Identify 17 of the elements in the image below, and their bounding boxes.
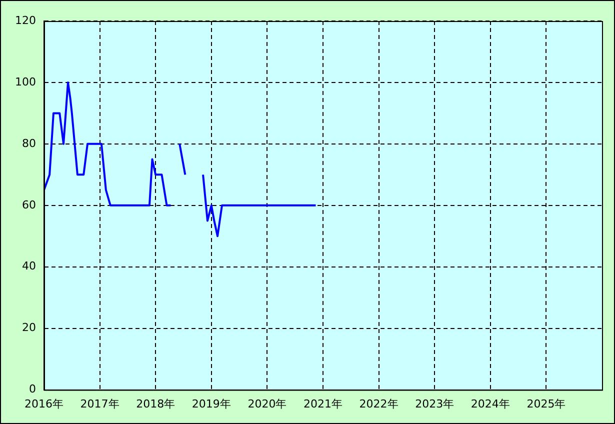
- x-tick-label: 2024年: [470, 397, 510, 410]
- x-tick-label: 2025年: [526, 397, 566, 410]
- y-tick-label: 0: [28, 382, 36, 396]
- x-tick-label: 2018年: [136, 397, 176, 410]
- x-tick-label: 2020年: [248, 397, 287, 410]
- x-tick-label: 2023年: [415, 397, 454, 410]
- x-tick-label: 2022年: [359, 397, 398, 410]
- x-tick-label: 2017年: [80, 397, 120, 410]
- x-tick-label: 2019年: [192, 397, 231, 410]
- y-tick-label: 80: [22, 136, 36, 150]
- x-tick-label: 2021年: [304, 397, 342, 410]
- y-tick-label: 60: [22, 198, 36, 212]
- y-tick-label: 40: [22, 260, 36, 273]
- x-tick-label: 2016年: [24, 397, 64, 410]
- y-tick-label: 20: [22, 321, 36, 334]
- y-tick-label: 120: [14, 14, 36, 27]
- y-tick-label: 100: [14, 75, 36, 88]
